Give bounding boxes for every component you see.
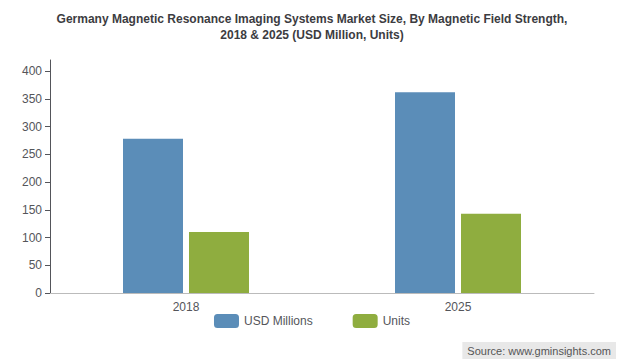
svg-text:2018 & 2025 (USD Million, Unit: 2018 & 2025 (USD Million, Units)	[220, 28, 403, 42]
svg-text:50: 50	[29, 258, 43, 272]
svg-text:400: 400	[22, 64, 42, 78]
svg-text:150: 150	[22, 203, 42, 217]
svg-text:350: 350	[22, 92, 42, 106]
svg-text:2025: 2025	[445, 300, 472, 314]
svg-text:Germany Magnetic Resonance Ima: Germany Magnetic Resonance Imaging Syste…	[57, 12, 568, 26]
svg-text:100: 100	[22, 231, 42, 245]
svg-text:Source: www.gminsights.com: Source: www.gminsights.com	[467, 345, 611, 357]
svg-text:0: 0	[35, 286, 42, 300]
svg-text:2018: 2018	[173, 300, 200, 314]
svg-text:250: 250	[22, 147, 42, 161]
svg-text:300: 300	[22, 120, 42, 134]
svg-text:USD Millions: USD Millions	[244, 314, 313, 328]
svg-text:Units: Units	[383, 314, 410, 328]
svg-text:200: 200	[22, 175, 42, 189]
